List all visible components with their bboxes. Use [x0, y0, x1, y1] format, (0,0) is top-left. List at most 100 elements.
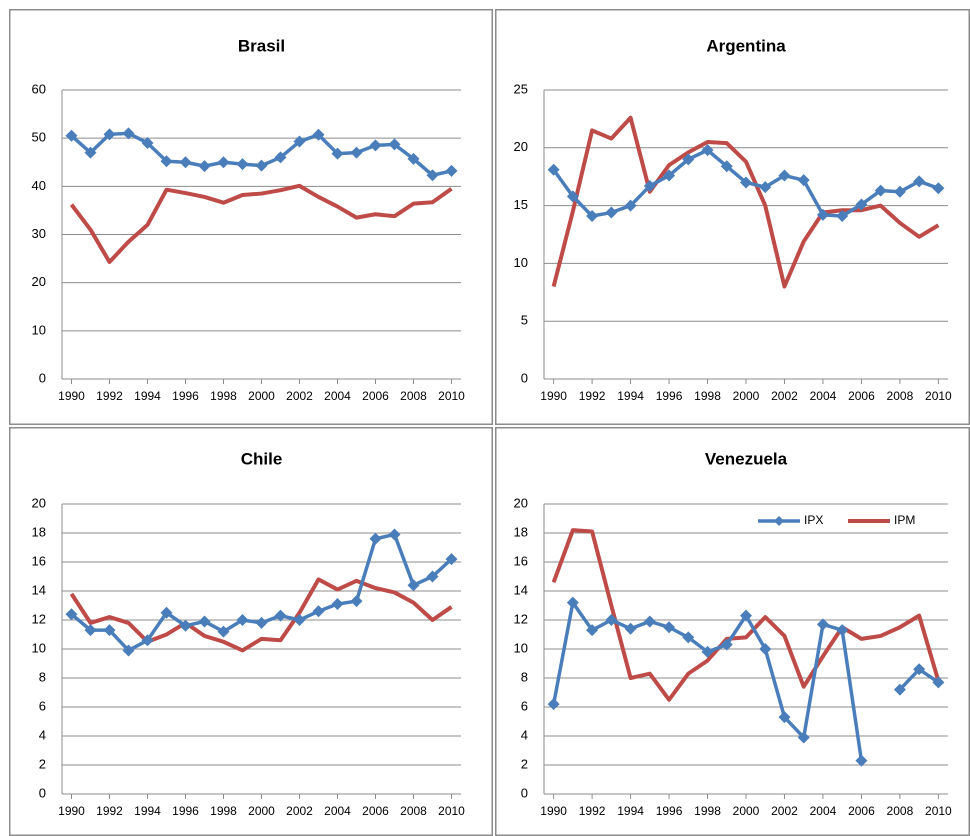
- marker: [932, 676, 945, 689]
- x-tick-label: 2000: [248, 389, 275, 403]
- x-tick-label: 2004: [810, 804, 837, 818]
- series-line: [69, 183, 453, 264]
- marker: [778, 169, 791, 182]
- y-tick-label: 12: [514, 611, 528, 626]
- y-tick-label: 30: [32, 226, 46, 241]
- legend-marker: [774, 516, 784, 526]
- marker: [643, 179, 656, 192]
- chart-title: Venezuela: [705, 449, 788, 468]
- marker: [65, 608, 78, 621]
- marker: [369, 532, 382, 545]
- x-tick-label: 2006: [848, 389, 875, 403]
- marker: [160, 155, 173, 168]
- marker: [547, 163, 560, 176]
- marker: [720, 638, 733, 651]
- x-tick-label: 2002: [771, 389, 798, 403]
- y-tick-label: 10: [32, 640, 46, 655]
- x-tick-label: 1992: [96, 389, 123, 403]
- marker: [932, 182, 945, 195]
- x-tick-label: 2004: [810, 389, 837, 403]
- marker: [217, 156, 230, 169]
- y-tick-label: 18: [32, 524, 46, 539]
- marker: [893, 683, 906, 696]
- marker: [663, 621, 676, 634]
- y-tick-label: 12: [32, 611, 46, 626]
- x-tick-label: 2004: [324, 389, 351, 403]
- series-line: [69, 577, 453, 653]
- marker: [445, 553, 458, 566]
- marker: [720, 160, 733, 173]
- x-tick-label: 1990: [540, 804, 567, 818]
- x-tick-label: 1990: [58, 389, 85, 403]
- x-tick-label: 1994: [617, 804, 644, 818]
- marker: [874, 184, 887, 197]
- x-tick-label: 1998: [694, 389, 721, 403]
- x-tick-label: 1996: [656, 804, 683, 818]
- x-tick-label: 1990: [58, 804, 85, 818]
- marker: [274, 151, 287, 164]
- marker: [797, 731, 810, 744]
- marker: [663, 169, 676, 182]
- y-tick-label: 6: [39, 698, 46, 713]
- marker: [624, 622, 637, 635]
- y-tick-label: 2: [39, 756, 46, 771]
- x-tick-label: 1998: [694, 804, 721, 818]
- marker: [643, 615, 656, 628]
- y-tick-label: 2: [521, 756, 528, 771]
- y-tick-label: 16: [514, 553, 528, 568]
- x-tick-label: 2002: [286, 389, 313, 403]
- marker: [624, 199, 637, 212]
- y-tick-label: 10: [514, 255, 528, 270]
- x-tick-label: 2000: [733, 804, 760, 818]
- marker: [701, 645, 714, 658]
- y-tick-label: 25: [514, 81, 528, 96]
- marker: [566, 190, 579, 203]
- marker: [407, 152, 420, 165]
- marker: [350, 146, 363, 159]
- marker: [816, 618, 829, 631]
- y-tick-label: 5: [521, 313, 528, 328]
- series-line: [551, 600, 940, 761]
- marker: [836, 210, 849, 223]
- marker: [682, 153, 695, 166]
- panel-border: [495, 9, 970, 425]
- marker: [407, 579, 420, 592]
- marker: [913, 663, 926, 676]
- marker: [605, 206, 618, 219]
- marker: [816, 208, 829, 221]
- marker: [759, 181, 772, 194]
- marker: [293, 614, 306, 626]
- marker: [740, 609, 752, 622]
- marker: [778, 711, 791, 724]
- x-tick-label: 2008: [400, 389, 427, 403]
- y-tick-label: 8: [521, 669, 528, 684]
- y-tick-label: 8: [39, 669, 46, 684]
- x-tick-label: 1996: [656, 389, 683, 403]
- marker: [893, 185, 906, 198]
- marker: [84, 624, 97, 637]
- marker: [388, 528, 401, 541]
- y-tick-label: 20: [32, 495, 46, 510]
- x-tick-label: 2008: [887, 804, 914, 818]
- marker: [350, 595, 363, 608]
- series-line: [551, 115, 940, 289]
- marker: [122, 644, 135, 657]
- marker: [141, 634, 154, 647]
- panel-border: [9, 427, 493, 836]
- marker: [586, 624, 599, 637]
- y-tick-label: 6: [521, 698, 528, 713]
- y-tick-label: 60: [32, 81, 46, 96]
- chart-title: Argentina: [706, 36, 786, 55]
- series-line: [551, 528, 941, 702]
- x-tick-label: 2006: [848, 804, 875, 818]
- marker: [369, 139, 382, 152]
- x-tick-label: 1994: [134, 804, 161, 818]
- y-tick-label: 16: [32, 553, 46, 568]
- marker: [255, 159, 268, 172]
- x-tick-label: 2008: [887, 389, 914, 403]
- marker: [566, 596, 579, 609]
- marker: [274, 609, 287, 622]
- marker: [179, 156, 192, 169]
- y-tick-label: 10: [514, 640, 528, 655]
- y-tick-label: 40: [32, 178, 46, 193]
